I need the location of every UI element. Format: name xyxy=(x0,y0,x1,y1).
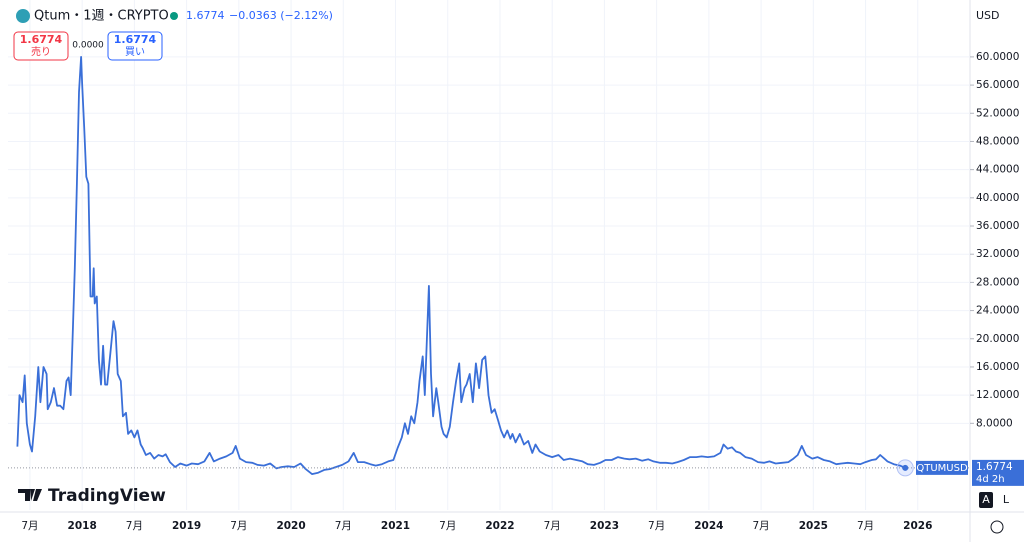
x-tick-label: 2018 xyxy=(68,520,97,532)
x-tick-label: 7月 xyxy=(857,520,874,532)
x-tick-label: 7月 xyxy=(544,520,561,532)
log-label[interactable]: L xyxy=(1003,493,1010,506)
price-line xyxy=(16,56,906,475)
y-tick-label: 52.0000 xyxy=(976,107,1019,119)
grid xyxy=(8,0,970,510)
x-tick-label: 7月 xyxy=(230,520,247,532)
x-tick-label: 2020 xyxy=(276,520,305,532)
x-tick-label: 7月 xyxy=(648,520,665,532)
price-change: −0.0363 (−2.12%) xyxy=(229,9,333,22)
y-tick-label: 36.0000 xyxy=(976,220,1019,232)
y-tick-label: 24.0000 xyxy=(976,305,1019,317)
sell-button[interactable] xyxy=(13,31,69,61)
settings-button[interactable] xyxy=(990,520,1004,534)
buy-price[interactable]: 1.6774 xyxy=(114,33,157,46)
brand-name[interactable]: TradingView xyxy=(48,486,166,506)
x-tick-label: 2025 xyxy=(799,520,828,532)
y-tick-label: 8.0000 xyxy=(976,417,1013,429)
symbol-tag xyxy=(916,460,968,475)
buy-label[interactable]: 買い xyxy=(125,46,145,58)
price-tag-time: 4d 2h xyxy=(976,474,1005,485)
symbol-icon xyxy=(16,9,30,23)
price-tag-label: 1.6774 xyxy=(976,461,1013,473)
x-tick-label: 2022 xyxy=(485,520,514,532)
x-tick-label: 2019 xyxy=(172,520,201,532)
last-point xyxy=(902,464,909,471)
x-tick-label: 2024 xyxy=(694,520,723,532)
currency[interactable]: USD xyxy=(976,9,1000,22)
spread: 0.0000 xyxy=(72,41,104,51)
x-tick-label: 2023 xyxy=(590,520,619,532)
price-tag xyxy=(972,459,1024,486)
y-tick-label: 44.0000 xyxy=(976,164,1019,176)
status-dot xyxy=(170,12,178,20)
x-tick-label: 2021 xyxy=(381,520,410,532)
x-tick-label: 7月 xyxy=(21,520,38,532)
y-tick-label: 56.0000 xyxy=(976,79,1019,91)
y-tick-label: 40.0000 xyxy=(976,192,1019,204)
last-price: 1.6774 xyxy=(186,9,225,22)
y-tick-label: 32.0000 xyxy=(976,248,1019,260)
x-tick-label: 7月 xyxy=(753,520,770,532)
symbol-tag-label: QTUMUSD xyxy=(916,463,968,474)
auto-button[interactable] xyxy=(979,492,993,508)
x-tick-label: 7月 xyxy=(439,520,456,532)
buy-button[interactable] xyxy=(107,31,163,61)
x-tick-label: 7月 xyxy=(126,520,143,532)
y-tick-label: 20.0000 xyxy=(976,333,1019,345)
sell-label[interactable]: 売り xyxy=(31,45,51,58)
x-tick-label: 2026 xyxy=(903,520,932,532)
y-tick-label: 12.0000 xyxy=(976,389,1019,401)
auto-label[interactable]: A xyxy=(982,493,990,506)
sell-price[interactable]: 1.6774 xyxy=(20,33,63,46)
x-tick-label: 7月 xyxy=(335,520,352,532)
y-tick-label: 48.0000 xyxy=(976,135,1019,147)
y-tick-label: 16.0000 xyxy=(976,361,1019,373)
y-tick-label: 28.0000 xyxy=(976,276,1019,288)
brand-logo[interactable] xyxy=(18,489,42,501)
y-tick-label: 60.0000 xyxy=(976,51,1019,63)
symbol-title[interactable]: Qtum・1週・CRYPTO xyxy=(34,9,169,24)
